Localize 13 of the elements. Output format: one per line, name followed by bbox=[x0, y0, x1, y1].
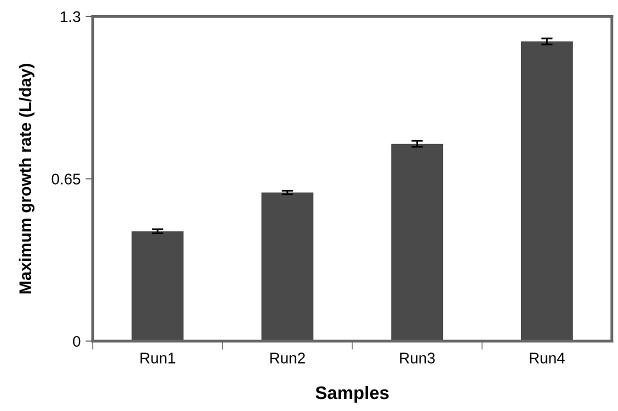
bar bbox=[261, 192, 314, 342]
x-tick-label: Run1 bbox=[140, 352, 176, 364]
bar bbox=[391, 144, 444, 342]
y-tick-label: 0.65 bbox=[52, 174, 80, 184]
y-tick-label: 0 bbox=[72, 336, 80, 347]
y-tick-label: 1.3 bbox=[60, 11, 80, 22]
x-tick-label: Run2 bbox=[270, 352, 305, 364]
bar bbox=[132, 231, 184, 342]
y-axis-title: Maximum growth rate (L/day) bbox=[18, 64, 34, 294]
x-tick-label: Run4 bbox=[530, 352, 565, 364]
x-axis-title: Samples bbox=[316, 386, 389, 403]
bar bbox=[520, 41, 573, 342]
x-tick-label: Run3 bbox=[400, 352, 435, 364]
